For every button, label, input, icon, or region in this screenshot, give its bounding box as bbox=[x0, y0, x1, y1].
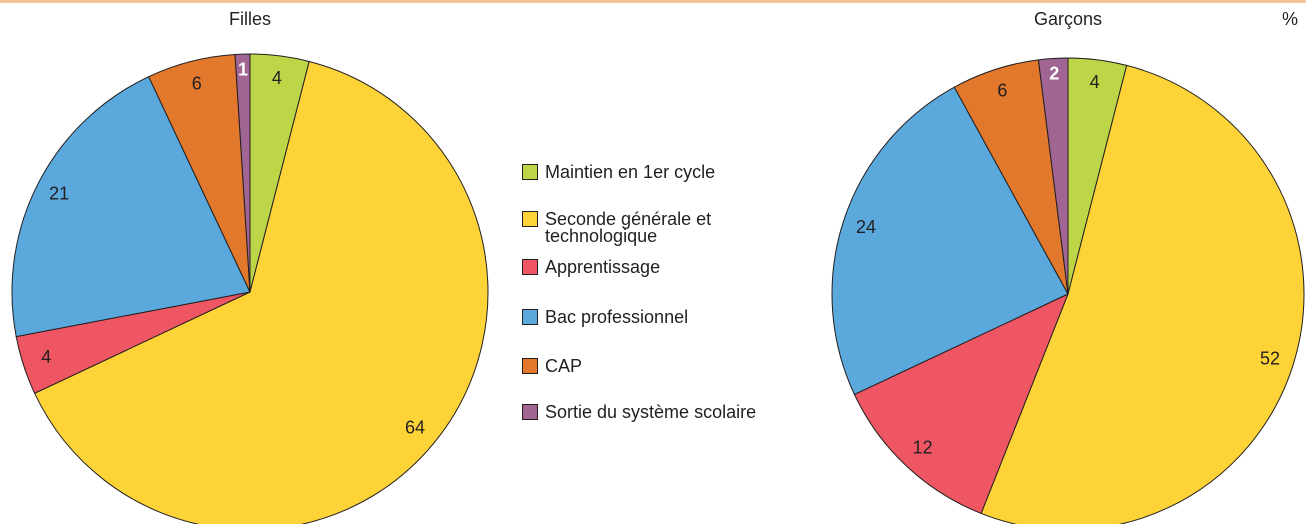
data-label: 24 bbox=[856, 217, 876, 237]
legend-item: Sortie du système scolaire bbox=[522, 400, 785, 421]
unit-label: % bbox=[1282, 9, 1298, 29]
legend-swatch bbox=[522, 259, 538, 275]
data-label: 2 bbox=[1049, 64, 1059, 84]
legend-item: Apprentissage bbox=[522, 255, 785, 276]
data-label: 1 bbox=[238, 60, 248, 80]
legend-label: CAP bbox=[545, 356, 583, 376]
legend-label: Maintien en 1er cycle bbox=[545, 162, 716, 182]
legend-label: Sortie du système scolaire bbox=[545, 402, 757, 422]
data-label: 4 bbox=[1090, 72, 1100, 92]
top-border bbox=[0, 0, 1306, 3]
data-label: 4 bbox=[272, 68, 282, 88]
pie-slice bbox=[853, 293, 1069, 515]
data-label: 6 bbox=[997, 81, 1007, 101]
legend-item: Bac professionnel bbox=[522, 305, 785, 326]
legend-swatch bbox=[522, 309, 538, 325]
pie-slice bbox=[11, 75, 251, 338]
pie-slice bbox=[33, 60, 489, 524]
legend-label: Bac professionnel bbox=[545, 307, 689, 327]
data-label: 4 bbox=[41, 347, 51, 367]
data-label: 52 bbox=[1260, 348, 1280, 368]
legend-swatch bbox=[522, 404, 538, 420]
data-label: 64 bbox=[405, 417, 425, 437]
pie-slice bbox=[831, 86, 1069, 396]
legend-swatch bbox=[522, 164, 538, 180]
legend-item: Seconde générale et technologique bbox=[522, 207, 785, 245]
legend-label: Apprentissage bbox=[545, 257, 661, 277]
legend-label: Seconde générale et technologique bbox=[545, 209, 712, 246]
legend-swatch bbox=[522, 358, 538, 374]
legend-item: CAP bbox=[522, 354, 785, 375]
chart-title: Garçons bbox=[1034, 9, 1102, 29]
legend-swatch bbox=[522, 211, 538, 227]
pie-slice bbox=[980, 64, 1305, 524]
legend-item: Maintien en 1er cycle bbox=[522, 160, 785, 181]
pie-slice bbox=[234, 53, 251, 293]
data-label: 21 bbox=[49, 184, 69, 204]
data-label: 12 bbox=[913, 438, 933, 458]
data-label: 6 bbox=[192, 73, 202, 93]
chart-title: Filles bbox=[229, 9, 271, 29]
pie-slice bbox=[1037, 57, 1069, 295]
